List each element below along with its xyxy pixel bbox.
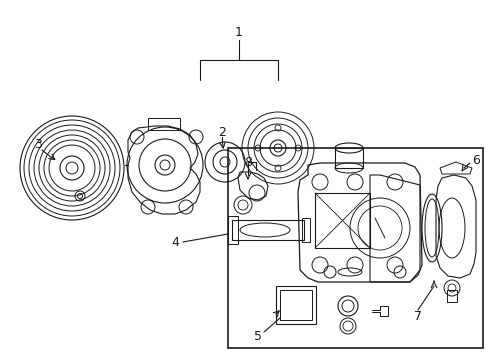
Bar: [275, 286, 315, 324]
Bar: [227, 148, 482, 348]
Bar: [227, 216, 238, 244]
Text: 8: 8: [244, 157, 251, 170]
Text: 4: 4: [171, 235, 179, 248]
Text: 2: 2: [218, 126, 225, 139]
Text: 5: 5: [253, 329, 262, 342]
Bar: [446, 290, 456, 302]
Text: 6: 6: [471, 153, 479, 166]
Bar: [302, 218, 309, 242]
Bar: [280, 290, 311, 320]
Bar: [148, 118, 180, 130]
Bar: [334, 148, 362, 168]
Text: 7: 7: [413, 310, 421, 323]
Text: 3: 3: [34, 139, 42, 152]
Text: 1: 1: [235, 26, 243, 39]
Bar: [231, 220, 304, 240]
Bar: [314, 193, 369, 248]
